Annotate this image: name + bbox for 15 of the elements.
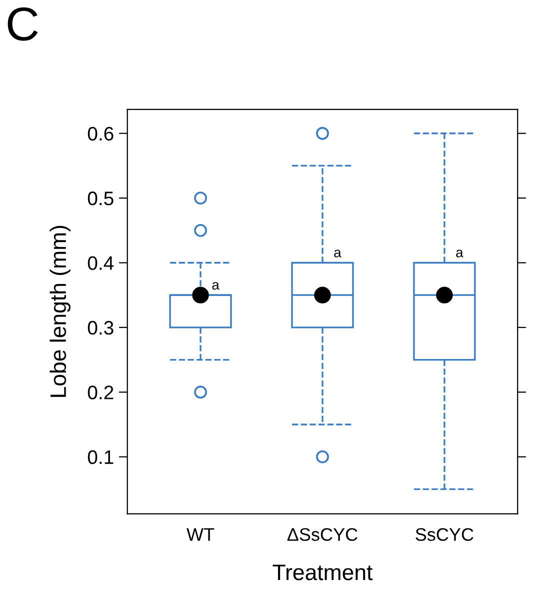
x-tick-label: WT	[186, 528, 214, 541]
annotation: a	[456, 250, 464, 258]
y-axis-title: Lobe length (mm)	[50, 226, 70, 397]
x-tick-label: SsCYC	[416, 528, 474, 541]
annotation: a	[212, 282, 220, 290]
y-tick-label: 0.1	[88, 450, 114, 464]
y-tick-label: 0.4	[88, 256, 114, 270]
y-tick-label: 0.2	[88, 386, 114, 400]
x-axis-title: Treatment	[272, 564, 373, 580]
y-tick-label: 0.6	[88, 126, 114, 141]
y-tick-label: 0.5	[88, 192, 114, 206]
chart-title: C	[8, 7, 38, 41]
y-tick-label: 0.3	[88, 320, 114, 335]
x-tick-label: ΔSsCYC	[287, 528, 358, 541]
annotation: a	[334, 250, 342, 258]
